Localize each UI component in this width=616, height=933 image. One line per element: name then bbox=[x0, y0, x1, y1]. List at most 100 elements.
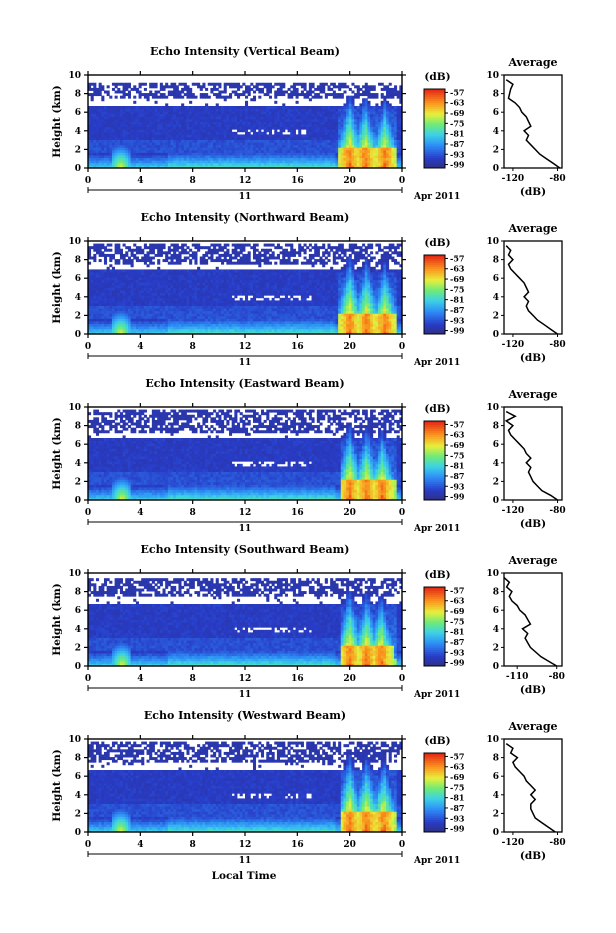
echo-cell bbox=[91, 326, 94, 329]
echo-cell bbox=[205, 119, 208, 122]
echo-cell bbox=[248, 85, 251, 88]
echo-cell bbox=[131, 259, 134, 262]
echo-cell bbox=[163, 127, 166, 130]
echo-cell bbox=[221, 158, 224, 161]
echo-cell bbox=[333, 114, 336, 117]
echo-cell bbox=[351, 155, 354, 158]
echo-cell bbox=[147, 321, 150, 324]
echo-cell bbox=[338, 106, 341, 109]
echo-cell bbox=[128, 321, 131, 324]
echo-cell bbox=[99, 109, 102, 112]
echo-cell bbox=[218, 145, 221, 148]
echo-cell bbox=[93, 93, 96, 96]
echo-cell bbox=[386, 158, 389, 161]
echo-cell bbox=[133, 311, 136, 314]
echo-cell bbox=[91, 300, 94, 303]
echo-cell bbox=[293, 116, 296, 119]
echo-cell bbox=[120, 290, 123, 293]
echo-cell bbox=[288, 96, 291, 99]
echo-cell bbox=[338, 124, 341, 127]
echo-cell bbox=[157, 155, 160, 158]
echo-cell bbox=[298, 129, 301, 132]
echo-cell bbox=[343, 132, 346, 135]
echo-cell bbox=[163, 119, 166, 122]
echo-cell bbox=[258, 147, 261, 150]
echo-cell bbox=[202, 142, 205, 145]
echo-cell bbox=[391, 153, 394, 156]
echo-cell bbox=[293, 163, 296, 166]
echo-cell bbox=[202, 153, 205, 156]
echo-cell bbox=[181, 142, 184, 145]
colorbar-label: (dB) bbox=[424, 71, 450, 83]
echo-cell bbox=[210, 257, 213, 260]
echo-cell bbox=[128, 85, 131, 88]
echo-cell bbox=[389, 140, 392, 143]
echo-cell bbox=[322, 163, 325, 166]
echo-cell bbox=[125, 300, 128, 303]
echo-cell bbox=[168, 150, 171, 153]
echo-cell bbox=[293, 132, 296, 135]
echo-cell bbox=[149, 257, 152, 260]
echo-cell bbox=[367, 127, 370, 130]
echo-cell bbox=[144, 285, 147, 288]
echo-cell bbox=[109, 311, 112, 314]
echo-cell bbox=[245, 142, 248, 145]
echo-cell bbox=[139, 93, 142, 96]
echo-cell bbox=[170, 293, 173, 296]
echo-cell bbox=[213, 85, 216, 88]
echo-cell bbox=[362, 158, 365, 161]
echo-cell bbox=[288, 142, 291, 145]
echo-cell bbox=[378, 155, 381, 158]
echo-cell bbox=[133, 106, 136, 109]
echo-cell bbox=[226, 163, 229, 166]
echo-cell bbox=[186, 298, 189, 301]
echo-cell bbox=[317, 88, 320, 91]
echo-cell bbox=[266, 160, 269, 163]
profile-y-tick-label: 10 bbox=[486, 71, 499, 81]
echo-cell bbox=[240, 145, 243, 148]
echo-cell bbox=[101, 280, 104, 283]
echo-cell bbox=[133, 313, 136, 316]
colorbar-tick-label: -81 bbox=[450, 129, 464, 139]
echo-cell bbox=[293, 122, 296, 125]
echo-cell bbox=[253, 98, 256, 101]
echo-cell bbox=[293, 158, 296, 161]
echo-cell bbox=[184, 129, 187, 132]
echo-cell bbox=[176, 150, 179, 153]
echo-cell bbox=[346, 155, 349, 158]
echo-cell bbox=[107, 106, 110, 109]
echo-cell bbox=[365, 122, 368, 125]
echo-cell bbox=[224, 129, 227, 132]
echo-cell bbox=[104, 295, 107, 298]
echo-cell bbox=[184, 119, 187, 122]
echo-cell bbox=[320, 109, 323, 112]
echo-cell bbox=[139, 111, 142, 114]
echo-cell bbox=[189, 132, 192, 135]
echo-cell bbox=[139, 124, 142, 127]
echo-cell bbox=[144, 111, 147, 114]
echo-cell bbox=[256, 140, 259, 143]
echo-cell bbox=[242, 140, 245, 143]
echo-cell bbox=[367, 129, 370, 132]
echo-cell bbox=[131, 324, 134, 327]
echo-cell bbox=[301, 122, 304, 125]
echo-cell bbox=[165, 134, 168, 137]
echo-cell bbox=[221, 140, 224, 143]
echo-cell bbox=[357, 114, 360, 117]
echo-cell bbox=[149, 163, 152, 166]
echo-cell bbox=[288, 93, 291, 96]
echo-cell bbox=[104, 114, 107, 117]
echo-cell bbox=[306, 116, 309, 119]
echo-cell bbox=[157, 251, 160, 254]
echo-cell bbox=[178, 306, 181, 309]
echo-cell bbox=[343, 147, 346, 150]
echo-cell bbox=[93, 91, 96, 94]
echo-cell bbox=[141, 316, 144, 319]
echo-cell bbox=[202, 311, 205, 314]
echo-cell bbox=[112, 293, 115, 296]
echo-cell bbox=[208, 313, 211, 316]
echo-cell bbox=[362, 129, 365, 132]
echo-cell bbox=[213, 111, 216, 114]
echo-cell bbox=[256, 111, 259, 114]
echo-cell bbox=[147, 127, 150, 130]
